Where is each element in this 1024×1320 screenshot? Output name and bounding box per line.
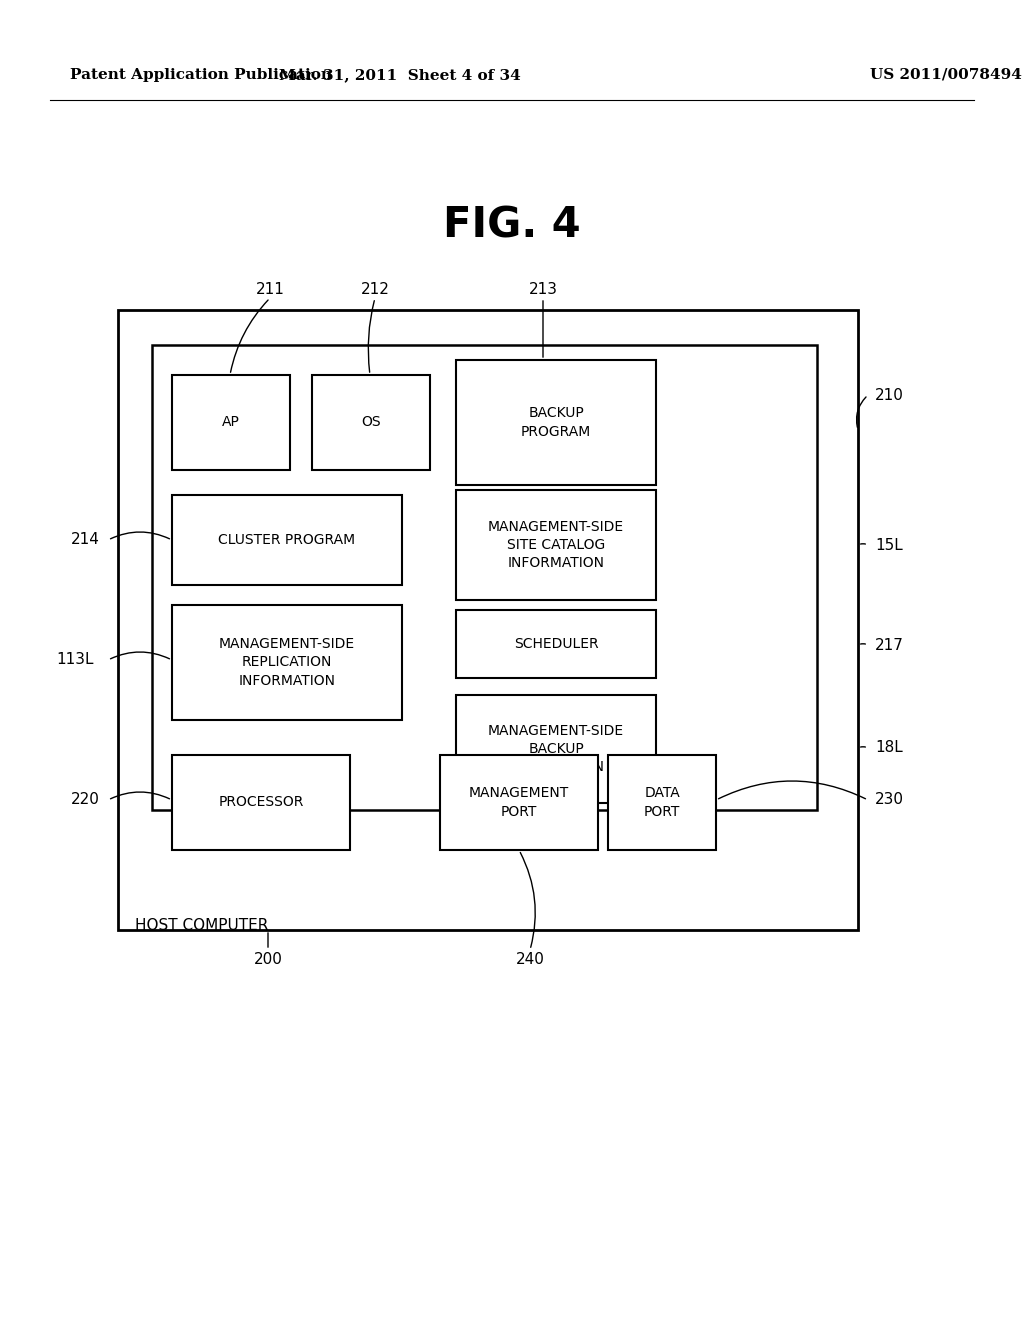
Text: US 2011/0078494 A1: US 2011/0078494 A1 [870,69,1024,82]
Text: 217: 217 [874,638,904,652]
Bar [118,310,858,931]
Text: MANAGEMENT-SIDE
REPLICATION
INFORMATION: MANAGEMENT-SIDE REPLICATION INFORMATION [219,638,355,688]
Bar [172,495,402,585]
Text: Patent Application Publication: Patent Application Publication [70,69,332,82]
Bar [456,360,656,484]
Text: CLUSTER PROGRAM: CLUSTER PROGRAM [218,533,355,546]
Text: MANAGEMENT
PORT: MANAGEMENT PORT [469,787,569,818]
Text: 213: 213 [528,282,557,297]
Text: 15L: 15L [874,537,903,553]
Text: SCHEDULER: SCHEDULER [514,638,598,651]
Bar [312,375,430,470]
Text: 210: 210 [874,388,904,403]
Bar [152,345,817,810]
Text: 211: 211 [256,282,285,297]
Text: 212: 212 [360,282,389,297]
Bar [172,755,350,850]
Text: OS: OS [361,416,381,429]
Text: MANAGEMENT-SIDE
BACKUP
INFORMATION: MANAGEMENT-SIDE BACKUP INFORMATION [488,723,624,775]
Text: 240: 240 [515,953,545,968]
Text: MANAGEMENT-SIDE
SITE CATALOG
INFORMATION: MANAGEMENT-SIDE SITE CATALOG INFORMATION [488,520,624,570]
Bar [440,755,598,850]
Text: BACKUP
PROGRAM: BACKUP PROGRAM [521,407,591,438]
Bar [456,490,656,601]
Bar [172,605,402,719]
Text: 220: 220 [71,792,100,808]
Text: 113L: 113L [56,652,94,668]
Bar [608,755,716,850]
Text: 214: 214 [71,532,100,548]
Text: AP: AP [222,416,240,429]
Text: 200: 200 [254,953,283,968]
Bar [456,610,656,678]
Bar [172,375,290,470]
Text: PROCESSOR: PROCESSOR [218,796,304,809]
Text: FIG. 4: FIG. 4 [443,205,581,246]
Text: Mar. 31, 2011  Sheet 4 of 34: Mar. 31, 2011 Sheet 4 of 34 [280,69,521,82]
Bar [456,696,656,803]
Text: 230: 230 [874,792,904,808]
Text: DATA
PORT: DATA PORT [644,787,680,818]
Text: 18L: 18L [874,741,903,755]
Text: HOST COMPUTER: HOST COMPUTER [135,917,268,933]
Text: MEMORY: MEMORY [175,799,242,813]
